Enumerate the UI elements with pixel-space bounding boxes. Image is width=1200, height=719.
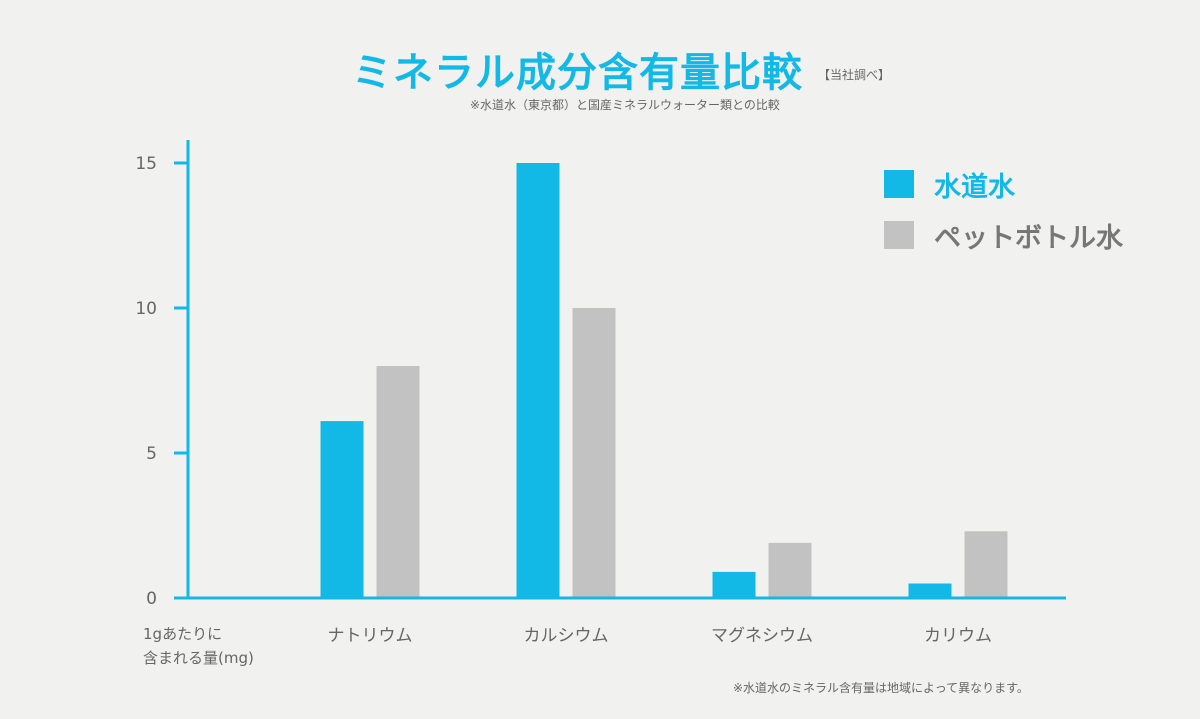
chart-title: ミネラル成分含有量比較 xyxy=(352,50,803,96)
y-tick-label: 0 xyxy=(146,589,157,609)
y-axis-label-line-2: 含まれる量(mg) xyxy=(143,649,254,667)
bar-tap-water-2 xyxy=(712,571,756,598)
y-axis-label: 1gあたりに 含まれる量(mg) xyxy=(143,622,283,670)
legend-label-tap-water: 水道水 xyxy=(934,172,1015,203)
footnote: ※水道水のミネラル含有量は地域によって異なります。 xyxy=(733,681,1029,695)
bar-bottled-water-3 xyxy=(964,531,1008,598)
y-tick-label: 15 xyxy=(135,154,157,174)
x-tick-label: カルシウム xyxy=(524,626,609,646)
legend-swatch-bottled-water xyxy=(884,221,914,249)
x-tick-label: マグネシウム xyxy=(711,626,813,646)
bar-tap-water-1 xyxy=(516,163,560,598)
y-tick-label: 10 xyxy=(135,299,157,319)
legend-label-bottled-water: ペットボトル水 xyxy=(934,223,1123,254)
x-tick-label: カリウム xyxy=(924,626,992,646)
legend-swatch-tap-water xyxy=(884,170,914,198)
y-axis-label-line-1: 1gあたりに xyxy=(143,625,223,643)
x-tick-label: ナトリウム xyxy=(328,626,413,646)
bar-bottled-water-2 xyxy=(768,542,812,598)
y-tick-label: 5 xyxy=(146,444,157,464)
bar-tap-water-0 xyxy=(320,421,364,598)
bar-bottled-water-0 xyxy=(376,366,420,598)
chart-subtitle: ※水道水（東京都）と国産ミネラルウォーター類との比較 xyxy=(470,98,780,112)
source-note: 【当社調べ】 xyxy=(818,68,891,82)
bar-bottled-water-1 xyxy=(572,308,616,598)
bar-tap-water-3 xyxy=(908,583,952,598)
